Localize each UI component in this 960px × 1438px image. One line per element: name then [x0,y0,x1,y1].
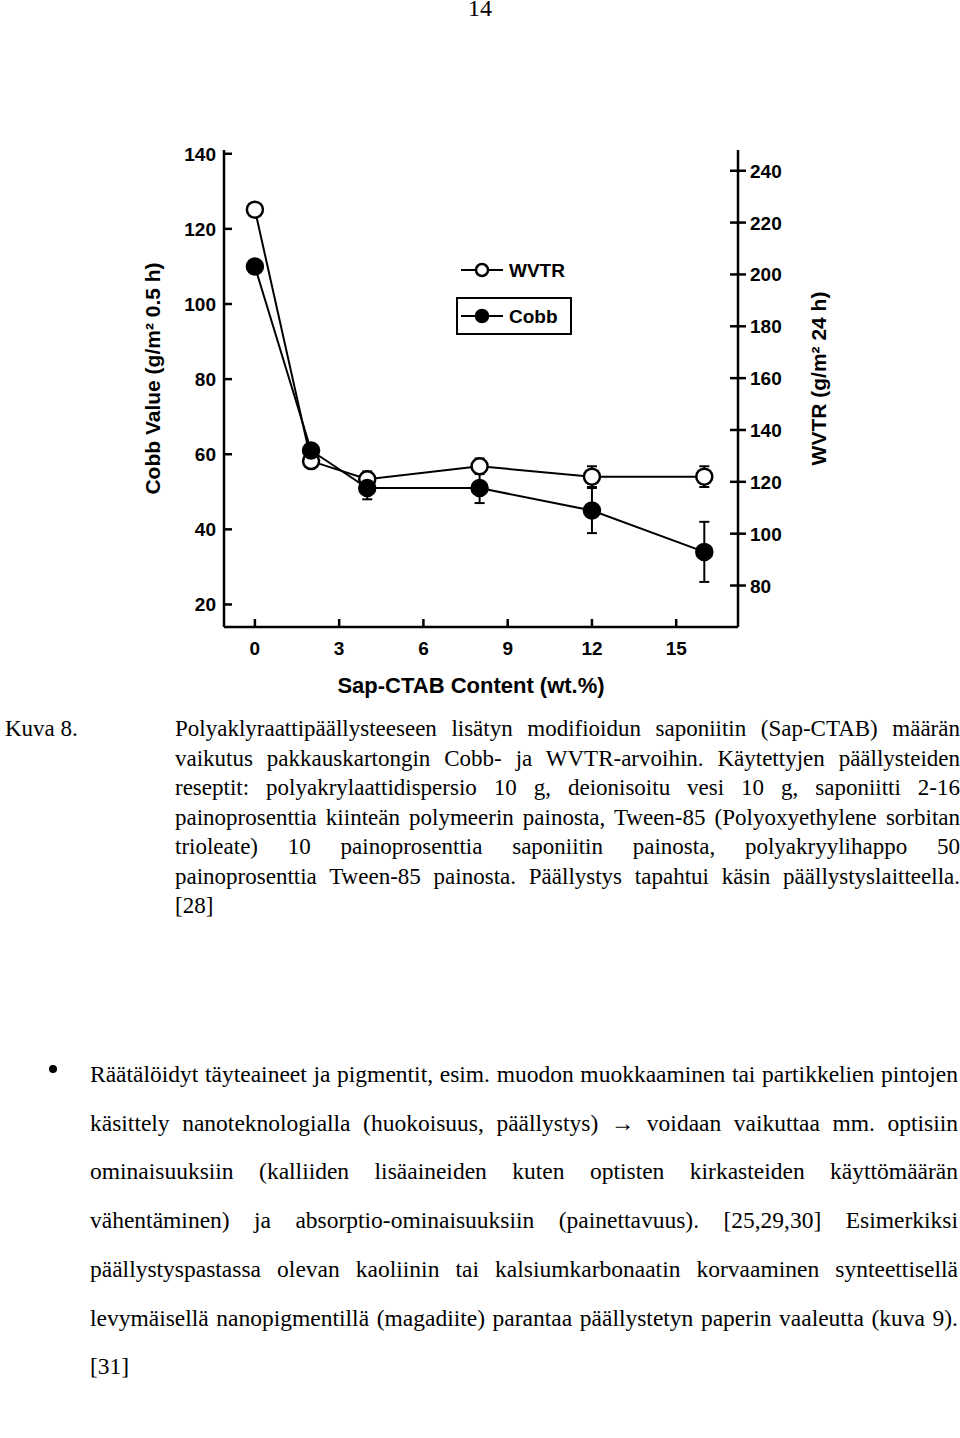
bullet-text: Räätälöidyt täyteaineet ja pigmentit, es… [90,1050,958,1391]
y2-tick [730,481,746,484]
legend-label: Cobb [509,306,558,327]
data-point [472,480,488,496]
data-point [359,480,375,496]
error-cap [587,486,597,488]
series-line [255,266,704,551]
y2-tick-label: 200 [750,264,782,285]
series-line [255,210,704,480]
error-cap [587,487,597,489]
data-point [696,469,712,485]
y2-tick-label: 80 [750,576,771,597]
x-tick [506,619,509,627]
legend: WVTR Cobb [457,260,571,334]
x-tick-label: 12 [581,638,602,659]
error-cap [475,502,485,504]
error-cap [699,521,709,523]
bullet-dot [46,1062,60,1076]
x-tick-label: 0 [250,638,261,659]
y-tick [224,303,232,306]
y-tick-label: 100 [184,294,216,315]
y2-tick-label: 160 [750,368,782,389]
y2-tick [730,584,746,587]
x-tick-label: 3 [334,638,345,659]
y-axis-line [223,150,226,627]
y-axis-label: Cobb Value (g/m² 0.5 h) [141,262,164,494]
y-tick [224,153,232,156]
plot-area [247,202,712,582]
y2-tick-label: 120 [750,472,782,493]
x-tick [338,619,341,627]
legend-box [457,298,571,334]
x-tick [675,619,678,627]
caption-text: Polyaklyraattipäällysteeseen lisätyn mod… [175,714,960,921]
y-tick-label: 120 [184,219,216,240]
data-point [584,503,600,519]
y2-tick-label: 180 [750,316,782,337]
axes [224,150,738,627]
caption-label: Kuva 8. [5,714,78,744]
y2-tick-label: 140 [750,420,782,441]
x-tick [591,619,594,627]
legend-marker [476,264,488,276]
y2-tick [730,325,746,328]
data-point [472,458,488,474]
y-tick [224,453,232,456]
error-cap [587,465,597,467]
y-tick-label: 20 [195,594,216,615]
x-axis-line [224,626,738,629]
y-tick [224,228,232,231]
y-tick-label: 40 [195,519,216,540]
data-point [247,202,263,218]
y-tick-label: 80 [195,369,216,390]
x-tick [254,619,257,627]
y-tick [224,378,232,381]
bullet-circle [49,1065,57,1073]
y2-tick [730,532,746,535]
chart: 2040608010012014080100120140160180200220… [0,0,960,710]
y-tick [224,603,232,606]
legend-marker [476,310,488,322]
y2-tick [730,273,746,276]
error-cap [699,465,709,467]
legend-label: WVTR [509,260,565,281]
y-tick-label: 140 [184,144,216,165]
y2-axis-label: WVTR (g/m² 24 h) [807,292,830,466]
error-cap [587,532,597,534]
data-point [696,544,712,560]
x-axis-label: Sap-CTAB Content (wt.%) [337,673,604,698]
y2-tick [730,377,746,380]
y2-tick [730,221,746,224]
y2-tick-label: 240 [750,161,782,182]
x-tick [422,619,425,627]
y-tick-label: 60 [195,444,216,465]
x-tick-label: 6 [418,638,429,659]
y-tick [224,528,232,531]
data-point [247,258,263,274]
data-point [303,442,319,458]
error-cap [699,486,709,488]
error-cap [362,498,372,500]
data-point [584,469,600,485]
y2-tick-label: 220 [750,213,782,234]
y2-tick [730,169,746,172]
y2-tick-label: 100 [750,524,782,545]
page-number: 14 [0,0,960,22]
error-cap [699,581,709,583]
x-tick-label: 9 [502,638,513,659]
y2-tick [730,429,746,432]
x-tick-label: 15 [666,638,688,659]
